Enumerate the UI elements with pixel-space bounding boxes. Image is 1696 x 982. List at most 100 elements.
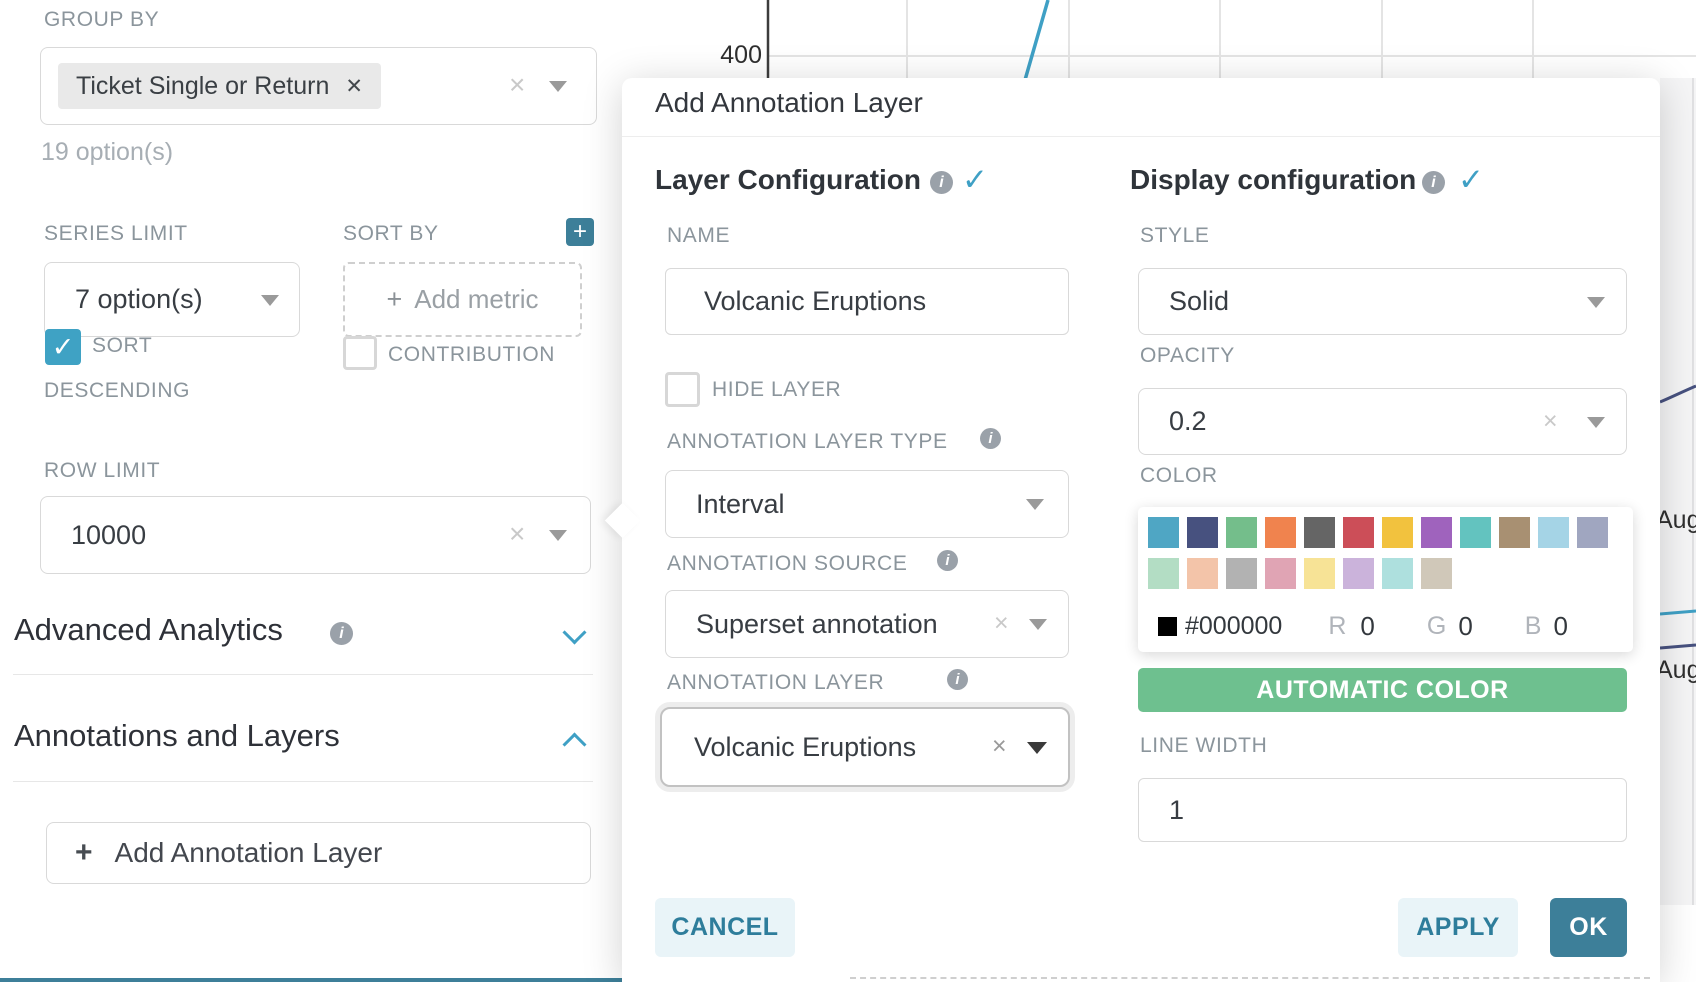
palette-swatch[interactable]	[1265, 558, 1296, 589]
annotation-source-select[interactable]: Superset annotation ×	[665, 590, 1069, 658]
hide-layer-label: HIDE LAYER	[712, 378, 842, 401]
x-axis-tick-label: Aug	[1660, 506, 1696, 534]
series-limit-label: SERIES LIMIT	[44, 222, 188, 245]
chart-panel-bg	[1660, 78, 1696, 905]
clear-icon[interactable]: ×	[992, 732, 1007, 760]
style-select[interactable]: Solid	[1138, 268, 1627, 335]
palette-swatch[interactable]	[1577, 517, 1608, 548]
add-annotation-layer-button[interactable]: + Add Annotation Layer	[46, 822, 591, 884]
annotation-source-value: Superset annotation	[696, 608, 938, 639]
automatic-color-button[interactable]: AUTOMATIC COLOR	[1138, 668, 1627, 712]
palette-swatch[interactable]	[1421, 558, 1452, 589]
info-icon[interactable]: i	[980, 428, 1001, 449]
dashed-edge	[850, 977, 1650, 979]
palette-swatch[interactable]	[1148, 517, 1179, 548]
series-limit-value: 7 option(s)	[75, 284, 203, 314]
caret-down-icon[interactable]	[1027, 742, 1047, 754]
info-icon[interactable]: i	[937, 550, 958, 571]
palette-swatch[interactable]	[1226, 558, 1257, 589]
palette-swatch[interactable]	[1343, 558, 1374, 589]
b-value[interactable]: 0	[1553, 610, 1568, 641]
palette-swatch[interactable]	[1265, 517, 1296, 548]
name-input[interactable]: Volcanic Eruptions	[665, 268, 1069, 335]
opacity-select[interactable]: 0.2 ×	[1138, 388, 1627, 455]
caret-down-icon[interactable]	[1026, 499, 1044, 510]
clear-icon[interactable]: ×	[1543, 406, 1558, 435]
section-title: Advanced Analytics	[14, 612, 283, 647]
caret-down-icon[interactable]	[261, 294, 279, 306]
current-color-hex: #000000	[1185, 611, 1283, 640]
info-icon[interactable]: i	[1422, 171, 1445, 194]
info-icon[interactable]: i	[947, 669, 968, 690]
hide-layer-checkbox[interactable]	[665, 372, 700, 407]
palette-swatch[interactable]	[1187, 517, 1218, 548]
clear-icon[interactable]: ×	[509, 518, 526, 549]
palette-swatch[interactable]	[1538, 517, 1569, 548]
tag-label: Ticket Single or Return	[76, 71, 330, 100]
group-by-hint: 19 option(s)	[41, 138, 174, 166]
current-color-row: #000000 R 0 G 0 B 0	[1158, 610, 1618, 642]
section-title: Annotations and Layers	[14, 718, 340, 753]
palette-swatch[interactable]	[1460, 517, 1491, 548]
caret-down-icon[interactable]	[549, 530, 567, 541]
x-axis-tick-label: Aug	[1660, 656, 1696, 684]
palette-swatch[interactable]	[1421, 517, 1452, 548]
add-metric-plus-button[interactable]: +	[566, 218, 594, 246]
annotation-layer-select-focused[interactable]: Volcanic Eruptions ×	[660, 707, 1070, 787]
palette-swatch[interactable]	[1226, 517, 1257, 548]
tag-close-icon[interactable]: ✕	[345, 74, 363, 98]
line-width-input[interactable]: 1	[1138, 778, 1627, 842]
line-width-label: LINE WIDTH	[1140, 734, 1268, 757]
check-icon: ✓	[1458, 162, 1484, 197]
annotation-layer-type-select[interactable]: Interval	[665, 470, 1069, 538]
palette-swatch[interactable]	[1304, 517, 1335, 548]
cancel-button[interactable]: CANCEL	[655, 898, 795, 957]
g-value[interactable]: 0	[1458, 610, 1473, 641]
chart-fragment-right: Aug Aug	[1660, 78, 1696, 982]
style-value: Solid	[1169, 286, 1230, 316]
series-limit-select[interactable]: 7 option(s)	[44, 262, 300, 337]
palette-swatch[interactable]	[1148, 558, 1179, 589]
chevron-up-icon[interactable]	[562, 732, 587, 757]
caret-down-icon[interactable]	[1029, 619, 1047, 630]
r-value[interactable]: 0	[1360, 610, 1375, 641]
ok-button[interactable]: OK	[1550, 898, 1627, 957]
r-label: R	[1328, 611, 1347, 640]
palette-swatch[interactable]	[1187, 558, 1218, 589]
add-annotation-layer-modal: Add Annotation Layer Layer Configuration…	[604, 78, 1660, 982]
row-limit-select[interactable]: 10000 ×	[40, 496, 591, 574]
info-icon[interactable]: i	[930, 171, 953, 194]
palette-swatch[interactable]	[1382, 558, 1413, 589]
apply-button[interactable]: APPLY	[1398, 898, 1518, 957]
caret-down-icon[interactable]	[1587, 296, 1605, 308]
contribution-label: CONTRIBUTION	[388, 343, 556, 366]
palette-swatch[interactable]	[1343, 517, 1374, 548]
g-label: G	[1426, 611, 1447, 640]
section-divider	[13, 674, 593, 675]
palette-row-2	[1148, 558, 1452, 589]
info-icon[interactable]: i	[330, 622, 353, 645]
sort-descending-checkbox[interactable]: ✓	[45, 329, 81, 365]
annotation-layer-value: Volcanic Eruptions	[694, 731, 917, 762]
b-label: B	[1524, 611, 1542, 640]
caret-down-icon[interactable]	[1587, 416, 1605, 428]
sort-by-add-metric[interactable]: + Add metric	[343, 262, 582, 337]
palette-row-1	[1148, 517, 1608, 548]
name-value: Volcanic Eruptions	[704, 286, 927, 316]
display-configuration-heading: Display configuration	[1130, 164, 1417, 195]
row-limit-value: 10000	[71, 519, 147, 550]
chevron-down-icon[interactable]	[562, 620, 587, 645]
group-by-select[interactable]: Ticket Single or Return ✕ ×	[40, 47, 597, 125]
control-panel: GROUP BY Ticket Single or Return ✕ × 19 …	[0, 0, 622, 982]
palette-swatch[interactable]	[1499, 517, 1530, 548]
clear-icon[interactable]: ×	[509, 69, 526, 100]
contribution-checkbox[interactable]	[343, 336, 377, 370]
plus-icon: +	[75, 836, 93, 869]
annotation-layer-label: ANNOTATION LAYER	[667, 671, 885, 694]
annotation-layer-type-label: ANNOTATION LAYER TYPE	[667, 430, 948, 453]
clear-icon[interactable]: ×	[994, 609, 1009, 637]
color-picker-panel: #000000 R 0 G 0 B 0	[1138, 507, 1633, 652]
palette-swatch[interactable]	[1382, 517, 1413, 548]
caret-down-icon[interactable]	[549, 81, 567, 92]
palette-swatch[interactable]	[1304, 558, 1335, 589]
